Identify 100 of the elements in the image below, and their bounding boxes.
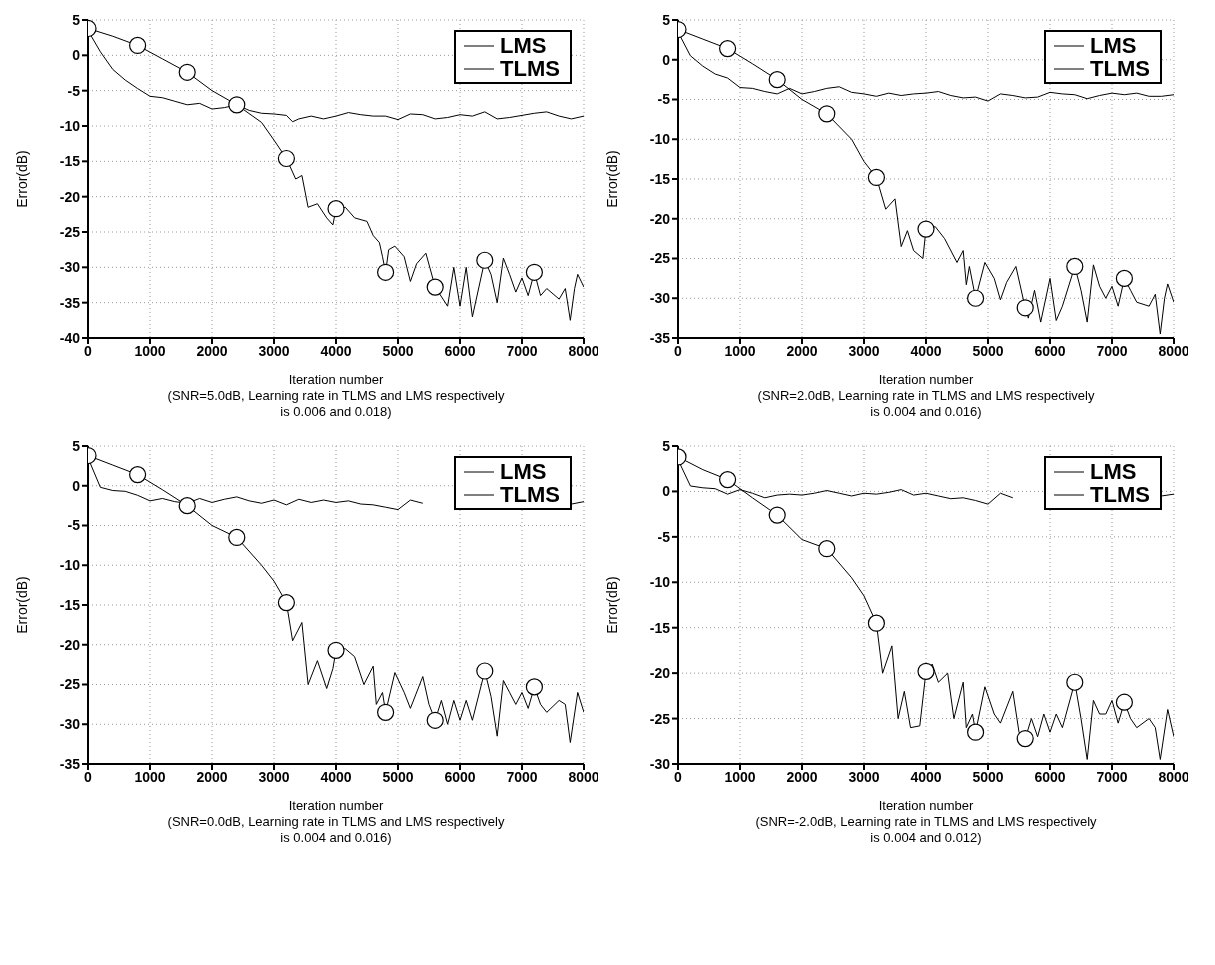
x-tick-label: 1000 bbox=[134, 768, 166, 785]
y-tick-label: -5 bbox=[657, 91, 671, 108]
y-tick-label: -5 bbox=[67, 82, 81, 99]
y-tick-label: 5 bbox=[662, 11, 671, 28]
point bbox=[178, 497, 196, 515]
legend-label: LMS bbox=[1090, 33, 1137, 58]
legend-label: TLMS bbox=[500, 56, 560, 81]
point bbox=[1066, 257, 1084, 276]
text: (SNR=2.0dB, Learning rate in TLMS and LMS respectively is 0.004 and 0.016) bbox=[756, 388, 1096, 420]
y-tick-label: -10 bbox=[59, 117, 81, 134]
x-axis-title: Iteration number bbox=[287, 798, 385, 814]
x-tick-label: 0 bbox=[674, 768, 683, 785]
x-tick-label: 4000 bbox=[910, 768, 942, 785]
y-tick-label: -30 bbox=[649, 755, 671, 772]
y-tick-label: -25 bbox=[59, 676, 81, 693]
x-tick-label: 0 bbox=[84, 342, 93, 359]
y-tick-label: -30 bbox=[59, 716, 81, 733]
y-tick-label: -15 bbox=[649, 619, 671, 636]
text: TLMS bbox=[1090, 482, 1150, 507]
point bbox=[525, 678, 543, 696]
x-tick-label: 7000 bbox=[506, 768, 538, 785]
x-tick-label: 2000 bbox=[196, 342, 228, 359]
y-tick-label: -5 bbox=[67, 517, 81, 534]
y-axis-title: Error(dB) bbox=[603, 576, 620, 634]
x-tick-label: 4000 bbox=[320, 342, 352, 359]
point bbox=[719, 40, 737, 58]
x-tick-label: 3000 bbox=[848, 768, 880, 785]
x-tick-label: 3000 bbox=[258, 768, 290, 785]
point bbox=[719, 471, 737, 489]
x-tick-label: 4000 bbox=[910, 342, 942, 359]
legend-label: TLMS bbox=[1090, 56, 1150, 81]
y-tick-label: -15 bbox=[59, 153, 81, 170]
point bbox=[1115, 693, 1133, 711]
point bbox=[129, 36, 147, 55]
y-tick-label: -35 bbox=[59, 294, 81, 311]
x-tick-label: 2000 bbox=[786, 768, 818, 785]
y-axis-title: Error(dB) bbox=[603, 150, 620, 208]
y-tick-label: 0 bbox=[662, 51, 671, 68]
y-tick-label: -40 bbox=[59, 329, 81, 346]
y-tick-label: 0 bbox=[72, 477, 81, 494]
point bbox=[129, 466, 147, 484]
point bbox=[426, 278, 444, 296]
x-axis-title: Iteration number bbox=[287, 372, 385, 388]
point bbox=[768, 506, 786, 524]
point bbox=[277, 594, 295, 612]
y-tick-label: -20 bbox=[649, 210, 671, 227]
point bbox=[327, 200, 345, 218]
text: (SNR=0.0dB, Learning rate in TLMS and LMS respectively is 0.004 and 0.016) bbox=[166, 814, 506, 846]
x-tick-label: 4000 bbox=[320, 768, 352, 785]
point bbox=[867, 614, 885, 632]
point bbox=[1016, 299, 1034, 317]
point bbox=[228, 528, 246, 547]
point bbox=[818, 540, 836, 558]
point bbox=[917, 220, 935, 238]
y-tick-label: -10 bbox=[649, 131, 671, 148]
point bbox=[476, 662, 494, 680]
point bbox=[917, 662, 935, 680]
y-tick-label: -20 bbox=[59, 188, 81, 205]
point bbox=[818, 105, 836, 123]
text: (SNR=5.0dB, Learning rate in TLMS and LMS respectively is 0.006 and 0.018) bbox=[166, 388, 506, 420]
text: (SNR=-2.0dB, Learning rate in TLMS and LMS respectively is 0.004 and 0.012) bbox=[754, 814, 1098, 846]
point bbox=[426, 711, 444, 729]
point bbox=[1066, 673, 1084, 691]
y-tick-label: -30 bbox=[59, 259, 81, 276]
y-axis-title: Error(dB) bbox=[13, 150, 30, 208]
y-axis-title: Error(dB) bbox=[13, 576, 30, 634]
point bbox=[1115, 269, 1133, 287]
x-tick-label: 7000 bbox=[1096, 342, 1128, 359]
y-tick-label: 5 bbox=[72, 11, 81, 28]
y-tick-label: -10 bbox=[649, 574, 671, 591]
y-tick-label: 5 bbox=[662, 437, 671, 454]
x-tick-label: 7000 bbox=[506, 342, 538, 359]
x-tick-label: 6000 bbox=[444, 342, 476, 359]
point bbox=[768, 71, 786, 89]
y-tick-label: -20 bbox=[649, 665, 671, 682]
x-tick-label: 6000 bbox=[1034, 768, 1066, 785]
x-tick-label: 1000 bbox=[724, 342, 756, 359]
x-tick-label: 5000 bbox=[382, 342, 414, 359]
point bbox=[228, 96, 246, 114]
point bbox=[525, 263, 543, 281]
y-tick-label: 0 bbox=[662, 483, 671, 500]
x-tick-label: 5000 bbox=[382, 768, 414, 785]
x-tick-label: 2000 bbox=[196, 768, 228, 785]
point bbox=[967, 723, 985, 741]
x-tick-label: 6000 bbox=[1034, 342, 1066, 359]
y-tick-label: -15 bbox=[649, 170, 671, 187]
x-tick-label: 3000 bbox=[848, 342, 880, 359]
x-axis-title: Iteration number bbox=[877, 372, 975, 388]
x-tick-label: 5000 bbox=[972, 768, 1004, 785]
y-tick-label: -10 bbox=[59, 557, 81, 574]
point bbox=[277, 149, 295, 168]
y-tick-label: -5 bbox=[657, 528, 671, 545]
legend-label: LMS bbox=[1090, 459, 1137, 484]
point bbox=[377, 263, 395, 281]
point bbox=[377, 703, 395, 721]
x-tick-label: 6000 bbox=[444, 768, 476, 785]
point bbox=[967, 289, 985, 307]
x-tick-label: 3000 bbox=[258, 342, 290, 359]
y-tick-label: -20 bbox=[59, 636, 81, 653]
point bbox=[476, 251, 494, 269]
